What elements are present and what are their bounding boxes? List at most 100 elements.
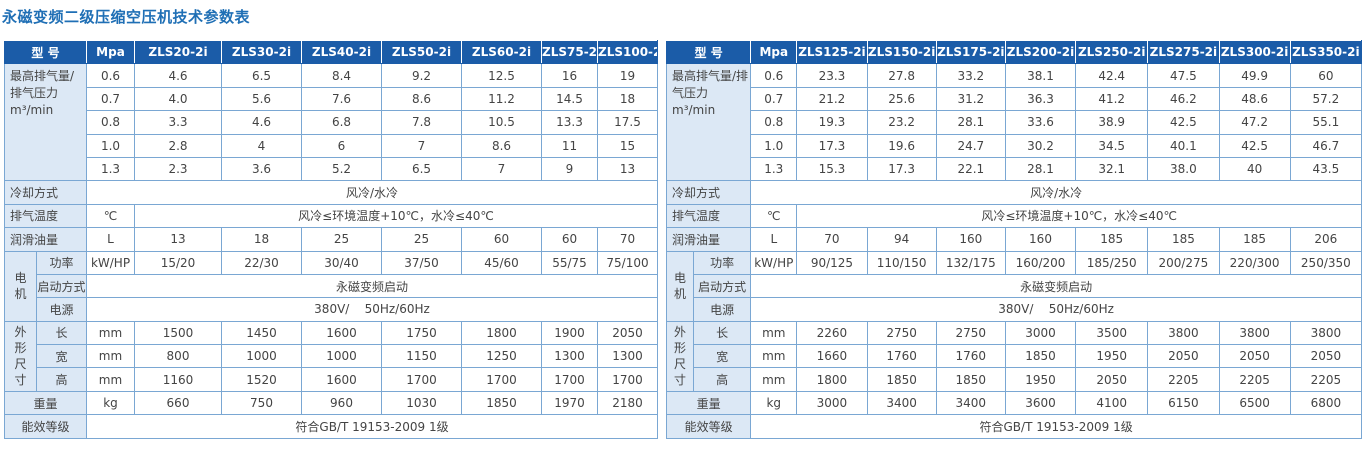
dimension-width-value: 1660 xyxy=(796,344,868,369)
flow-row: 0.8 3.3 4.6 6.8 7.8 10.5 13.3 17.5 xyxy=(5,110,658,135)
dimension-row: 宽 mm 1660 1760 1760 1850 1950 2050 2050 2050 xyxy=(667,344,1363,369)
pressure-value: 1.3 xyxy=(750,156,798,182)
weight-unit: kg xyxy=(86,390,135,416)
flow-value: 19.3 xyxy=(796,110,868,135)
oil-value: 25 xyxy=(301,227,382,252)
flow-row: 最高排气量/排气压力 m³/min 0.6 23.3 27.8 33.2 38.1 42.4 4… xyxy=(665,63,1363,182)
dimension-width-value: 2050 xyxy=(1147,344,1220,369)
flow-row: 0.8 19.3 23.2 28.1 33.6 38.9 42.5 47.2 55.1 xyxy=(667,110,1363,135)
pressure-value: 0.6 xyxy=(750,63,798,88)
weight-value: 1850 xyxy=(461,390,542,416)
dimension-length-label: 长 xyxy=(693,320,752,346)
dimension-row: 高 mm 1160 1520 1600 1700 1700 1700 1700 xyxy=(5,367,658,392)
dimension-unit: mm xyxy=(86,367,135,392)
oil-value: 25 xyxy=(381,227,462,252)
power-unit: kW/HP xyxy=(86,250,135,275)
flow-value: 14.5 xyxy=(541,86,598,112)
header-row: 型 号 Mpa ZLS20-2i ZLS30-2i ZLS40-2i ZLS50-2i ZL… xyxy=(4,39,658,65)
pressure-value: 1.3 xyxy=(86,156,135,182)
dimension-width-value: 1760 xyxy=(866,344,937,369)
weight-value: 6800 xyxy=(1289,390,1363,416)
power-value: 90/125 xyxy=(796,250,868,275)
weight-label: 重量 xyxy=(665,390,752,416)
model-name-header: ZLS40-2i xyxy=(301,39,382,65)
power-value: 37/50 xyxy=(381,250,462,275)
power-value: 22/30 xyxy=(221,250,302,275)
pressure-unit-header: Mpa xyxy=(750,39,798,65)
oil-value: 70 xyxy=(597,227,658,252)
dimension-height-label: 高 xyxy=(36,367,87,392)
dimension-length-value: 3800 xyxy=(1147,320,1220,346)
flow-value: 8.4 xyxy=(301,63,382,88)
flow-value: 2.8 xyxy=(134,133,222,158)
weight-label: 重量 xyxy=(4,390,87,416)
weight-value: 3600 xyxy=(1004,390,1077,416)
oil-label: 润滑油量 xyxy=(4,227,87,252)
oil-value: 60 xyxy=(461,227,542,252)
flow-value: 40.1 xyxy=(1147,133,1220,158)
efficiency-label: 能效等级 xyxy=(665,414,752,439)
flow-value: 34.5 xyxy=(1075,133,1149,158)
dimension-length-label: 长 xyxy=(36,320,87,346)
temperature-unit: ℃ xyxy=(750,203,798,229)
flow-value: 15 xyxy=(597,133,658,158)
flow-value: 47.2 xyxy=(1218,110,1291,135)
dimension-height-value: 1850 xyxy=(935,367,1006,392)
weight-value: 1970 xyxy=(541,390,598,416)
model-name-header: ZLS200-2i xyxy=(1004,39,1077,65)
flow-row: 1.0 2.8 4 6 7 8.6 11 15 xyxy=(5,133,658,158)
flow-row: 1.0 17.3 19.6 24.7 30.2 34.5 40.1 42.5 46.7 xyxy=(667,133,1363,158)
flow-value: 42.5 xyxy=(1147,110,1220,135)
model-name-header: ZLS250-2i xyxy=(1075,39,1149,65)
flow-row: 0.7 21.2 25.6 31.2 36.3 41.2 46.2 48.6 57.2 xyxy=(667,86,1363,112)
dimension-width-value: 1760 xyxy=(935,344,1006,369)
flow-value: 17.3 xyxy=(866,156,937,182)
dimension-width-value: 1000 xyxy=(301,344,382,369)
dimension-height-value: 1520 xyxy=(221,367,302,392)
flow-unit: m³/min xyxy=(10,103,54,118)
weight-value: 960 xyxy=(301,390,382,416)
dimensions-label: 外形尺寸 xyxy=(665,320,695,392)
pressure-value: 1.0 xyxy=(750,133,798,158)
oil-value: 206 xyxy=(1289,227,1363,252)
spec-table-right: 型 号 Mpa ZLS125-2i ZLS150-2i ZLS175-2i ZLS200-… xyxy=(665,39,1363,439)
flow-value: 5.6 xyxy=(221,86,302,112)
flow-value: 17.3 xyxy=(796,133,868,158)
weight-value: 750 xyxy=(221,390,302,416)
flow-row: 1.3 15.3 17.3 22.1 28.1 32.1 38.0 40 43.5 xyxy=(667,156,1363,182)
pressure-value: 0.6 xyxy=(86,63,135,88)
power-supply-label: 电源 xyxy=(693,297,752,322)
dimension-height-value: 1800 xyxy=(796,367,868,392)
flow-value: 55.1 xyxy=(1289,110,1363,135)
model-name-header: ZLS275-2i xyxy=(1147,39,1220,65)
model-name-header: ZLS175-2i xyxy=(935,39,1006,65)
weight-row: 重量 kg 3000 3400 3400 3600 4100 6150 6500 6800 xyxy=(665,390,1363,416)
model-name-header: ZLS150-2i xyxy=(866,39,937,65)
dimension-height-value: 1700 xyxy=(461,367,542,392)
dimension-length-value: 1800 xyxy=(461,320,542,346)
flow-value: 31.2 xyxy=(935,86,1006,112)
flow-value: 6.5 xyxy=(381,156,462,182)
power-value: 160/200 xyxy=(1004,250,1077,275)
oil-unit: L xyxy=(86,227,135,252)
weight-value: 3000 xyxy=(796,390,868,416)
flow-value: 46.7 xyxy=(1289,133,1363,158)
cooling-value: 风冷/水冷 xyxy=(750,180,1362,205)
dimension-height-value: 1850 xyxy=(866,367,937,392)
flow-value: 38.1 xyxy=(1004,63,1077,88)
dimension-unit: mm xyxy=(750,344,798,369)
dimension-width-label: 宽 xyxy=(36,344,87,369)
flow-value: 9.2 xyxy=(381,63,462,88)
dimension-row: 宽 mm 800 1000 1000 1150 1250 1300 1300 xyxy=(5,344,658,369)
efficiency-label: 能效等级 xyxy=(4,414,87,439)
power-supply-label: 电源 xyxy=(36,297,87,322)
model-name-header: ZLS300-2i xyxy=(1218,39,1291,65)
dimension-length-value: 3800 xyxy=(1289,320,1363,346)
flow-value: 22.1 xyxy=(935,156,1006,182)
flow-value: 23.3 xyxy=(796,63,868,88)
oil-value: 60 xyxy=(541,227,598,252)
dimension-unit: mm xyxy=(750,367,798,392)
flow-value: 5.2 xyxy=(301,156,382,182)
dimension-height-value: 2205 xyxy=(1289,367,1363,392)
model-name-header: ZLS30-2i xyxy=(221,39,302,65)
